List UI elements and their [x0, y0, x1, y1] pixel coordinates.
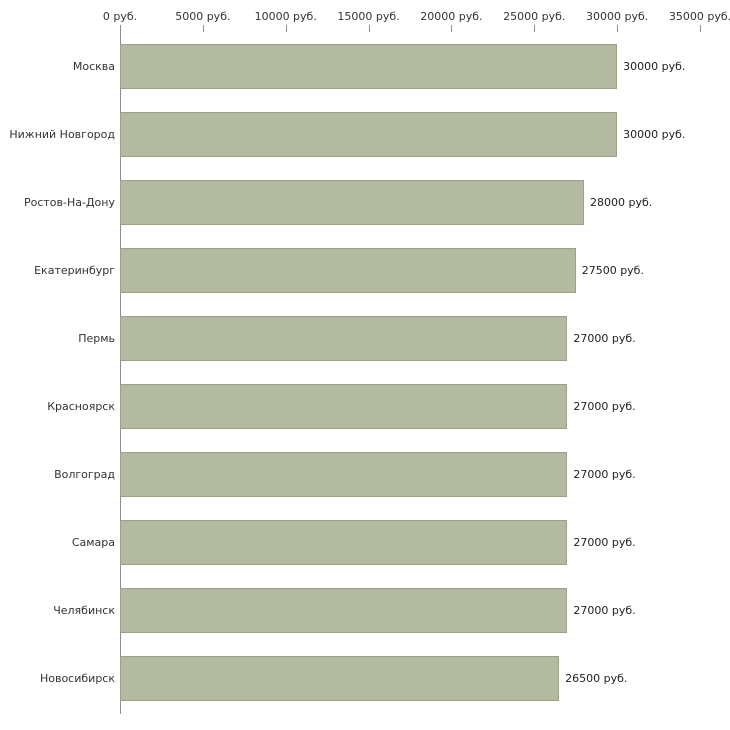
x-tick-mark	[451, 25, 453, 32]
value-label: 27000 руб.	[573, 467, 636, 481]
value-label: 28000 руб.	[590, 195, 653, 209]
y-axis-line	[120, 30, 121, 714]
x-tick-label: 0 руб.	[102, 10, 138, 23]
bar	[120, 111, 618, 157]
value-label: 27000 руб.	[573, 399, 636, 413]
bar-row: Самара 27000 руб.	[0, 508, 730, 576]
value-label: 30000 руб.	[623, 59, 686, 73]
category-label: Нижний Новгород	[9, 127, 115, 141]
bar-row: Красноярск 27000 руб.	[0, 372, 730, 440]
value-label: 27000 руб.	[573, 603, 636, 617]
x-tick-label: 25000 руб.	[503, 10, 566, 23]
category-label: Ростов-На-Дону	[23, 195, 115, 209]
value-label: 26500 руб.	[565, 671, 628, 685]
x-axis: 0 руб. 5000 руб. 10000 руб. 15000 руб. 20000…	[0, 0, 730, 32]
bar-row: Ростов-На-Дону 28000 руб.	[0, 168, 730, 236]
x-tick-label: 10000 руб.	[254, 10, 317, 23]
x-tick-mark	[700, 25, 701, 32]
value-label: 27000 руб.	[573, 535, 636, 549]
value-label: 27500 руб.	[581, 263, 644, 277]
value-label: 30000 руб.	[623, 127, 686, 141]
category-label: Новосибирск	[39, 671, 115, 685]
category-label: Самара	[71, 535, 115, 549]
bar	[120, 655, 560, 701]
x-tick-mark	[202, 25, 204, 32]
bar-row: Нижний Новгород 30000 руб.	[0, 100, 730, 168]
x-tick-label: 5000 руб.	[175, 10, 231, 23]
bar	[120, 451, 568, 497]
category-label: Челябинск	[53, 603, 115, 617]
plot-area: Москва 30000 руб. Нижний Новгород 30000 руб…	[0, 32, 730, 712]
x-tick-label: 35000 руб.	[668, 10, 730, 23]
x-tick-label: 15000 руб.	[337, 10, 400, 23]
bar	[120, 179, 584, 225]
bar-row: Волгоград 27000 руб.	[0, 440, 730, 508]
category-label: Волгоград	[54, 467, 115, 481]
bar	[120, 247, 576, 293]
bar	[120, 519, 568, 565]
bar-row: Пермь 27000 руб.	[0, 304, 730, 372]
x-tick-mark	[120, 25, 121, 32]
category-label: Пермь	[78, 331, 115, 345]
bar-row: Челябинск 27000 руб.	[0, 576, 730, 644]
x-tick-label: 30000 руб.	[586, 10, 649, 23]
x-tick-label: 20000 руб.	[420, 10, 483, 23]
bar	[120, 383, 568, 429]
bar-row: Новосибирск 26500 руб.	[0, 644, 730, 712]
category-label: Москва	[72, 59, 115, 73]
x-tick-mark	[368, 25, 370, 32]
x-tick-mark	[617, 25, 619, 32]
x-tick-mark	[285, 25, 287, 32]
bar	[120, 315, 568, 361]
bar-row: Москва 30000 руб.	[0, 32, 730, 100]
value-label: 27000 руб.	[573, 331, 636, 345]
bar	[120, 587, 568, 633]
bar-row: Екатеринбург 27500 руб.	[0, 236, 730, 304]
bar	[120, 43, 618, 89]
x-tick-mark	[534, 25, 536, 32]
category-label: Красноярск	[47, 399, 115, 413]
category-label: Екатеринбург	[34, 263, 115, 277]
